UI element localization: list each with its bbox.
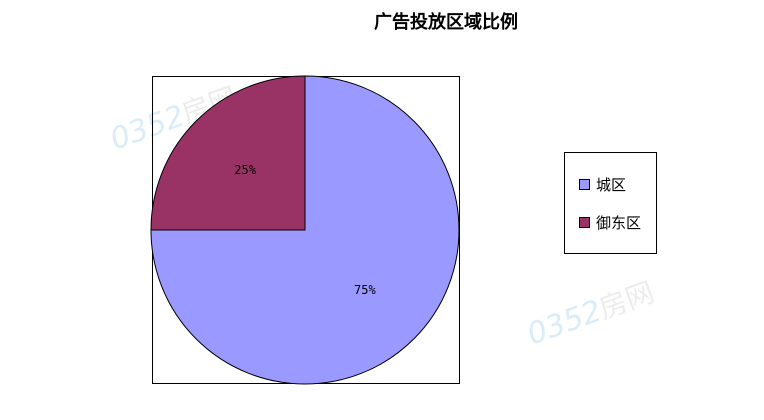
pie-slice-1 [150,75,306,231]
data-label-0: 75% [354,283,376,297]
data-label-1: 25% [234,163,256,177]
chart-title: 广告投放区域比例 [374,12,518,33]
watermark-text-2: 房网 [595,275,659,325]
legend-item-1: 御东区 [579,212,641,233]
legend-item-0: 城区 [579,174,626,195]
watermark-bottom: 0352 房网 [523,275,659,353]
legend-swatch [579,179,590,190]
legend-swatch [579,217,590,228]
legend-label: 城区 [596,176,627,194]
watermark-text: 0352 [523,294,607,353]
legend-label: 御东区 [596,214,642,232]
legend: 城区 御东区 [564,152,657,254]
pie-slice-0 [150,75,460,385]
